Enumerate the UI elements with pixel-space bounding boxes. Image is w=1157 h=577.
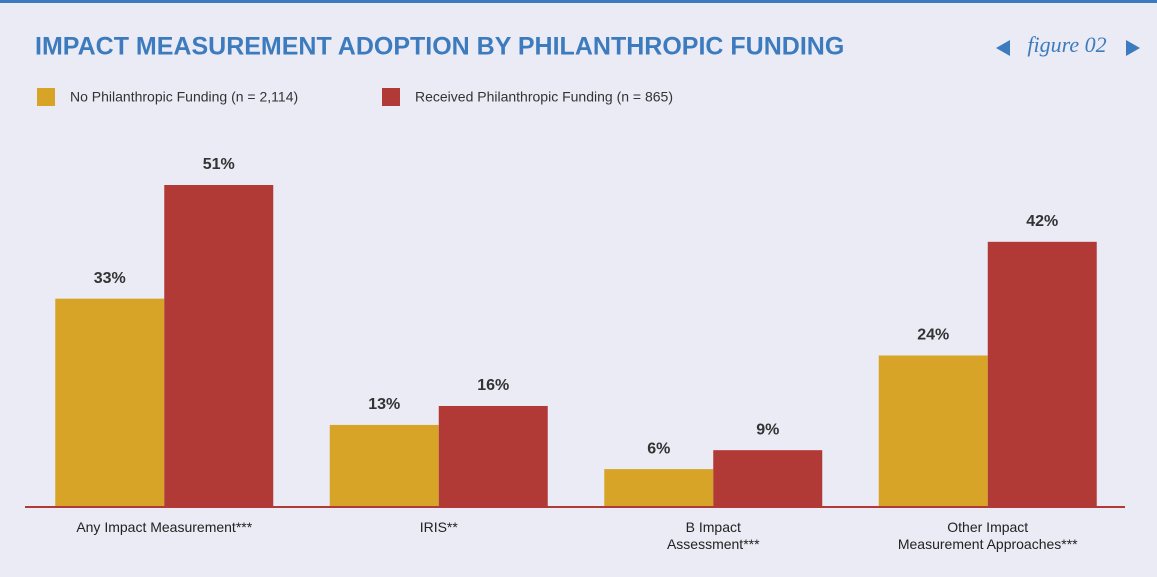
next-arrow (1126, 40, 1140, 56)
category-label: Any Impact Measurement*** (76, 519, 253, 535)
bar (438, 405, 548, 507)
category-label: Other Impact Measurement Approaches*** (897, 519, 1078, 552)
legend-swatch (382, 88, 400, 106)
legend-swatch (37, 88, 55, 106)
legend-label: No Philanthropic Funding (n = 2,114) (70, 89, 298, 105)
value-label: 42% (1026, 213, 1058, 230)
value-label: 16% (477, 377, 509, 394)
value-label: 33% (94, 270, 126, 287)
legend-label: Received Philanthropic Funding (n = 865) (415, 89, 673, 105)
value-label: 13% (368, 396, 400, 413)
bar (329, 424, 439, 507)
bar (878, 355, 988, 507)
bar (55, 298, 165, 507)
figure-label: figure 02 (1027, 32, 1106, 57)
value-label: 6% (647, 440, 670, 457)
top-rule (0, 0, 1157, 3)
bar (713, 450, 823, 507)
value-label: 9% (756, 421, 779, 438)
chart-title: IMPACT MEASUREMENT ADOPTION BY PHILANTHR… (35, 33, 844, 61)
prev-arrow (996, 40, 1010, 56)
bar (987, 241, 1097, 507)
value-label: 51% (203, 156, 235, 173)
category-label: IRIS** (419, 519, 458, 535)
bar (604, 469, 714, 507)
value-label: 24% (917, 327, 949, 344)
category-label: B Impact Assessment*** (666, 519, 760, 552)
bar (164, 185, 274, 507)
